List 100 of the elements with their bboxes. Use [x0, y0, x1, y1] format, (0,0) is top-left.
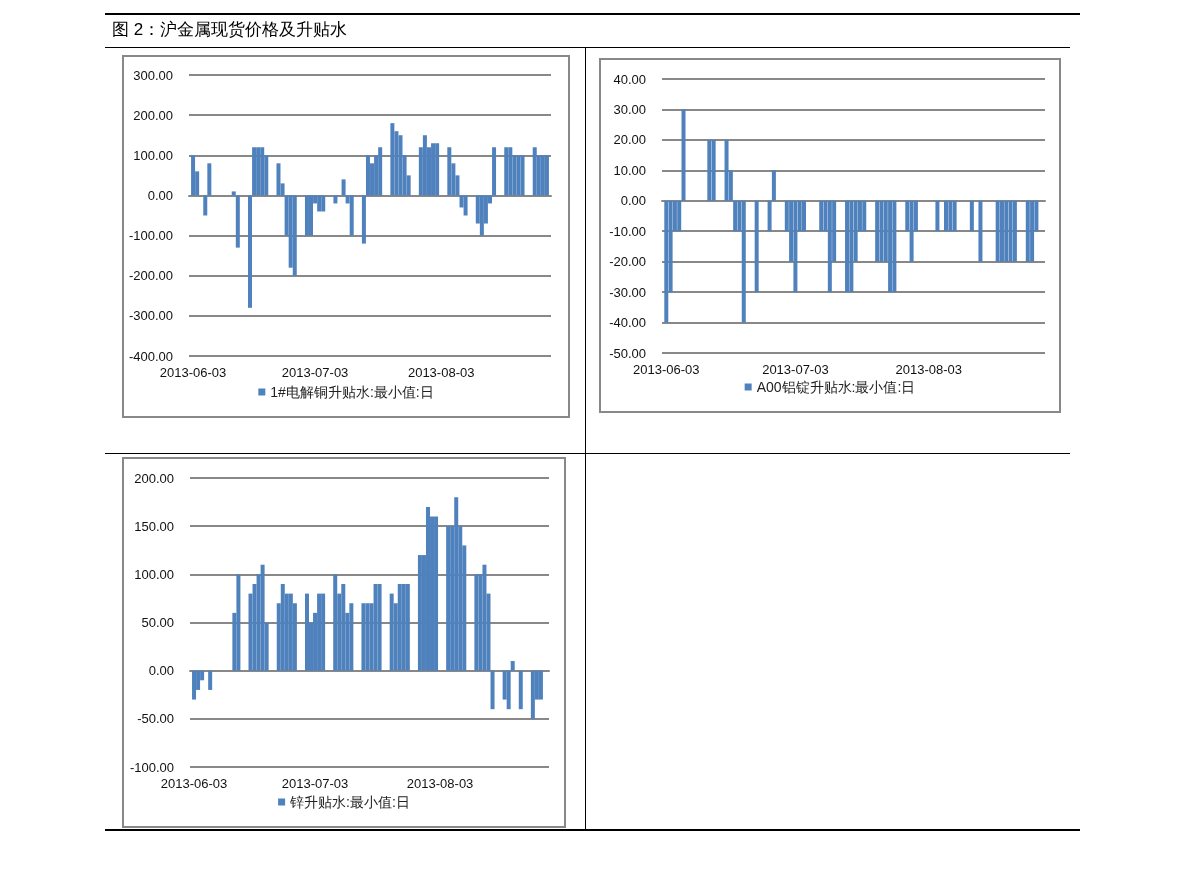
bar [677, 200, 682, 232]
bar [203, 195, 208, 216]
bar [304, 593, 309, 671]
bar [1030, 200, 1035, 262]
bar [398, 135, 403, 196]
bar [341, 179, 346, 196]
y-tick-label: 30.00 [613, 101, 646, 117]
bar [892, 200, 897, 293]
y-tick-label: 300.00 [133, 67, 173, 83]
bar [506, 670, 511, 710]
bar [425, 506, 430, 671]
y-tick-label: 0.00 [620, 193, 646, 209]
y-tick-label: 150.00 [134, 518, 174, 534]
bar [309, 195, 314, 236]
y-tick-label: -30.00 [609, 284, 646, 300]
y-tick-label: 200.00 [133, 107, 173, 123]
bar [192, 670, 197, 700]
bar [422, 135, 427, 196]
bar [508, 147, 513, 196]
bar [492, 147, 497, 196]
chart-title: 图 2：沪金属现货价格及升贴水 [112, 19, 348, 41]
y-tick-label: 100.00 [134, 566, 174, 582]
bar [875, 200, 880, 262]
x-tick-label: 2013-08-03 [895, 362, 963, 377]
bar [361, 603, 366, 671]
bar [969, 200, 974, 232]
bar [978, 200, 983, 262]
bar [888, 200, 893, 293]
bar [516, 155, 521, 196]
bar [365, 603, 370, 671]
bar [532, 147, 537, 196]
bar [401, 583, 406, 671]
bar [802, 200, 807, 232]
legend-label: 1#电解铜升贴水:最小值:日 [270, 384, 434, 400]
bar [504, 147, 509, 196]
bar [771, 170, 776, 201]
y-tick-label: -20.00 [609, 254, 646, 270]
bar [724, 139, 729, 201]
bar [276, 163, 281, 196]
x-tick-label: 2013-07-03 [762, 362, 829, 377]
bar [849, 200, 854, 293]
legend-label: A00铝锭升贴水:最小值:日 [756, 379, 916, 395]
bar [733, 200, 738, 232]
bar [995, 200, 1000, 262]
bar [321, 195, 326, 212]
bar [435, 143, 440, 196]
bar [248, 195, 253, 308]
bar [256, 147, 261, 196]
bar [390, 123, 395, 196]
bar [935, 200, 940, 232]
bar [321, 593, 326, 671]
y-tick-label: 40.00 [613, 71, 646, 87]
bar [389, 593, 394, 671]
bar [862, 200, 867, 232]
y-tick-label: -200.00 [128, 268, 173, 284]
bar [317, 593, 322, 671]
y-tick-label: -100.00 [128, 228, 173, 244]
bar [793, 200, 798, 293]
legend-label: 锌升贴水:最小值:日 [289, 794, 410, 810]
y-tick-label: -50.00 [609, 345, 646, 361]
y-tick-label: -400.00 [128, 348, 173, 364]
bar [845, 200, 850, 293]
bar [236, 574, 241, 671]
bar [463, 195, 468, 216]
bar [341, 583, 346, 671]
bar [377, 583, 382, 671]
bar [819, 200, 824, 232]
y-tick-label: -10.00 [609, 223, 646, 239]
bar [490, 670, 495, 710]
y-tick-label: -100.00 [129, 759, 174, 775]
bar [944, 200, 949, 232]
bar [664, 200, 669, 323]
bar [304, 195, 309, 236]
bar [231, 191, 236, 196]
bar [349, 603, 354, 671]
bar [707, 139, 712, 201]
bar [208, 670, 213, 690]
y-tick-label: -50.00 [137, 711, 174, 727]
bar [520, 155, 525, 196]
x-tick-label: 2013-07-03 [281, 365, 349, 380]
bar [317, 195, 322, 212]
x-tick-label: 2013-08-03 [406, 776, 474, 791]
bar [397, 583, 402, 671]
y-tick-label: -300.00 [128, 308, 173, 324]
bar [454, 497, 459, 671]
x-tick-label: 2013-06-03 [160, 776, 228, 791]
y-tick-label: 50.00 [141, 615, 174, 630]
bar [252, 147, 257, 196]
bar [260, 147, 265, 196]
bar [333, 574, 338, 671]
bar [540, 155, 545, 196]
bar [361, 195, 366, 244]
bar [538, 670, 543, 700]
bar [260, 564, 265, 671]
bar [207, 163, 212, 196]
y-tick-label: 0.00 [148, 663, 174, 679]
bar [1012, 200, 1017, 262]
bar [530, 670, 535, 719]
bar [280, 583, 285, 671]
bar [544, 155, 549, 196]
